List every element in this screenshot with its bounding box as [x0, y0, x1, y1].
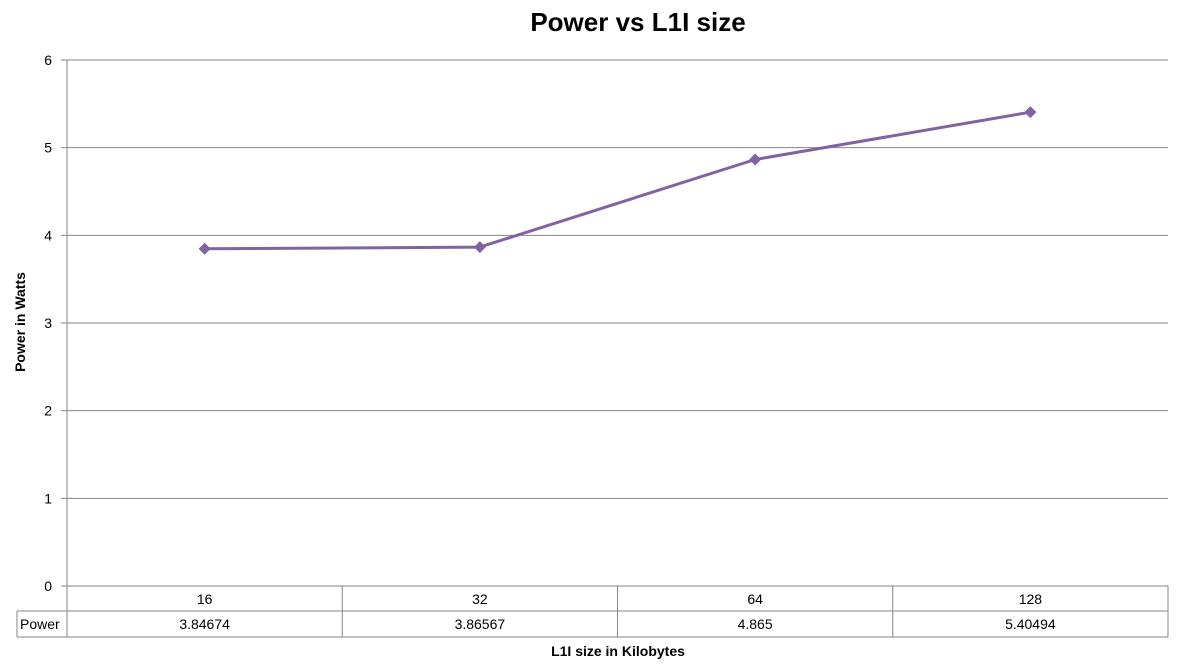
x-category-label: 32 — [472, 591, 488, 607]
y-tick-label: 1 — [44, 490, 52, 506]
data-point-marker — [749, 153, 762, 166]
x-axis-title: L1I size in Kilobytes — [551, 643, 685, 659]
y-axis-ticks: 0 1 2 3 4 5 6 — [44, 52, 67, 594]
data-point-marker — [1024, 106, 1037, 119]
data-point-marker — [473, 241, 486, 254]
y-tick-label: 6 — [44, 52, 52, 68]
x-category-label: 64 — [747, 591, 763, 607]
x-category-label: 16 — [197, 591, 213, 607]
y-tick-label: 5 — [44, 140, 52, 156]
series-power — [198, 106, 1037, 255]
data-point-marker — [198, 242, 211, 255]
series-line — [204, 110, 1031, 251]
table-value-cell: 5.40494 — [1005, 616, 1056, 632]
gridlines — [67, 59, 1168, 499]
y-tick-label: 2 — [44, 403, 52, 419]
y-tick-label: 4 — [44, 227, 52, 243]
y-tick-label: 0 — [44, 578, 52, 594]
table-value-cell: 4.865 — [738, 616, 773, 632]
table-series-label: Power — [20, 616, 60, 632]
chart-title: Power vs L1I size — [530, 7, 745, 37]
table-value-cell: 3.86567 — [455, 616, 506, 632]
y-axis-title: Power in Watts — [12, 272, 28, 372]
x-category-label: 128 — [1019, 591, 1043, 607]
table-value-cell: 3.84674 — [179, 616, 230, 632]
y-tick-label: 3 — [44, 315, 52, 331]
